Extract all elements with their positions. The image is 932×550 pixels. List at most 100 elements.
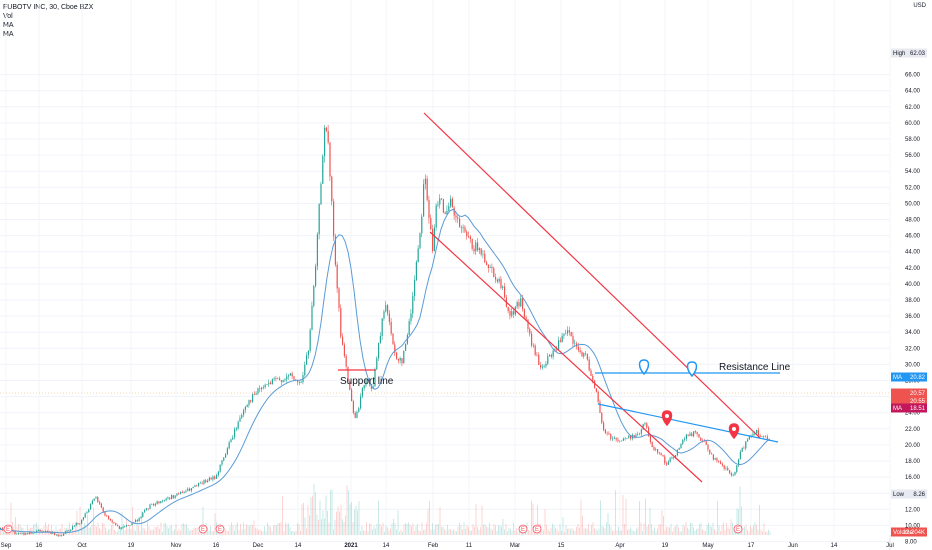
volume-bar <box>103 523 105 535</box>
volume-bar <box>586 528 588 535</box>
y-tick-label: 66.00 <box>905 73 921 79</box>
candle-body <box>572 336 574 344</box>
candle-body <box>757 429 759 436</box>
volume-bar <box>460 524 462 535</box>
candle-body <box>122 526 124 528</box>
candle-body <box>403 350 405 364</box>
price-candles <box>0 124 770 537</box>
volume-bar <box>706 525 708 535</box>
volume-bar <box>513 522 514 535</box>
volume-bar <box>94 525 96 535</box>
price-tag-value: 12.204K <box>903 530 925 536</box>
candle-body <box>720 461 722 464</box>
volume-bar <box>12 521 13 535</box>
volume-bar <box>597 530 598 535</box>
volume-bar <box>544 508 546 535</box>
candle-body <box>437 204 439 206</box>
volume-bar <box>55 526 57 535</box>
volume-bar <box>699 524 700 535</box>
volume-bar <box>93 507 94 535</box>
legend-ma-1[interactable]: MA <box>3 22 14 29</box>
volume-bar <box>117 531 118 535</box>
candle-body <box>63 533 65 536</box>
volume-bar <box>573 529 574 535</box>
resistance-pin-1 <box>638 359 650 376</box>
candle-body <box>480 248 482 255</box>
volume-bar <box>262 531 264 535</box>
candle-body <box>253 394 255 396</box>
earnings-marker-label: E <box>6 527 10 533</box>
candle-body <box>525 317 527 320</box>
volume-bar <box>667 527 669 535</box>
volume-bar <box>297 522 298 535</box>
volume-bar <box>588 523 589 535</box>
volume-bar <box>184 524 186 535</box>
volume-bar <box>612 531 613 535</box>
volume-bar <box>420 531 421 535</box>
candle-body <box>225 454 227 458</box>
candle-body <box>626 438 628 439</box>
volume-bar <box>445 530 447 535</box>
candle-body <box>657 449 659 453</box>
symbol-title[interactable]: FUBOTV INC, 30, Cboe BZX <box>3 4 94 11</box>
volume-bar <box>598 528 600 535</box>
candle-body <box>766 436 768 439</box>
volume-bar <box>678 527 679 535</box>
candle-body <box>50 532 52 534</box>
candle-body <box>91 500 93 505</box>
volume-bar <box>325 495 327 535</box>
candle-body <box>428 199 430 219</box>
volume-bar <box>756 524 757 535</box>
candle-body <box>189 488 191 491</box>
volume-bar <box>357 510 358 535</box>
candle-body <box>147 508 149 510</box>
volume-bar <box>214 513 216 535</box>
y-tick-label: 48.00 <box>905 218 921 224</box>
volume-bar <box>310 497 312 535</box>
volume-bar <box>321 519 322 535</box>
volume-bars <box>0 484 771 535</box>
volume-bar <box>315 492 316 535</box>
earnings-marker <box>733 524 743 534</box>
candle-body <box>113 522 115 524</box>
candle-body <box>361 388 363 397</box>
volume-bar <box>337 506 339 535</box>
volume-bar <box>130 529 132 535</box>
candle-body <box>367 379 369 381</box>
volume-bar <box>253 520 255 535</box>
volume-bar <box>393 518 394 535</box>
price-tag-bg <box>891 403 927 413</box>
price-tags: High 62.03 MA 20.82 20.57 20.55 MA 18.51 Low 8.26… <box>891 48 927 537</box>
candle-body <box>421 216 423 234</box>
candle-body <box>43 530 45 532</box>
legend-vol[interactable]: Vol <box>3 13 13 20</box>
candle-body <box>0 527 2 530</box>
x-tick-label: Mar <box>510 543 520 549</box>
volume-bar <box>324 518 325 535</box>
candle-body <box>68 530 70 532</box>
volume-bar <box>294 531 295 535</box>
candle-body <box>75 523 77 526</box>
candle-body <box>212 476 214 480</box>
volume-bar <box>354 509 355 535</box>
volume-bar <box>475 504 477 535</box>
legend-ma-2[interactable]: MA <box>3 31 14 38</box>
candle-body <box>32 533 34 534</box>
y-tick-label: 64.00 <box>905 89 921 95</box>
candle-body <box>185 490 187 492</box>
price-tag-last1: 20.57 <box>891 388 927 398</box>
volume-bar <box>36 522 37 535</box>
candle-body <box>235 428 237 430</box>
volume-bar <box>652 530 654 535</box>
candle-body <box>509 311 511 316</box>
volume-bar <box>265 531 267 535</box>
time-axis: Sep 16 Oct 19 Nov 16 Dec 14 2021 14 Feb 11 Mar 15 Apr 1… <box>1 543 894 549</box>
support-pin-1-dot <box>665 414 669 418</box>
y-tick-label: 52.00 <box>905 185 921 191</box>
candle-body <box>176 493 178 496</box>
volume-bar <box>594 528 595 535</box>
candle-body <box>18 533 20 534</box>
candle-body <box>385 305 387 312</box>
candle-body <box>599 401 601 413</box>
